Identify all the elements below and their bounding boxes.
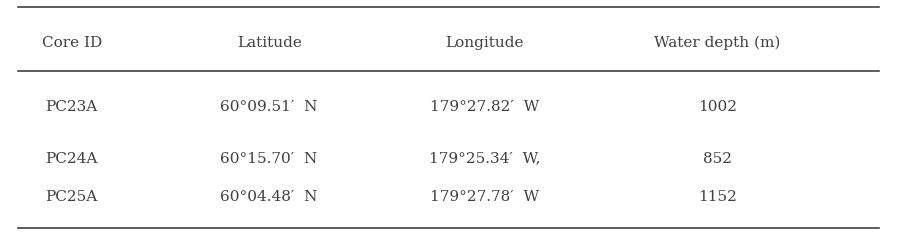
Text: 179°25.34′  W,: 179°25.34′ W, [429,152,540,166]
Text: PC25A: PC25A [46,190,98,204]
Text: 60°09.51′  N: 60°09.51′ N [221,100,318,114]
Text: 1002: 1002 [698,100,737,114]
Text: 852: 852 [703,152,732,166]
Text: Latitude: Latitude [237,36,301,50]
Text: 179°27.78′  W: 179°27.78′ W [430,190,539,204]
Text: 60°15.70′  N: 60°15.70′ N [221,152,318,166]
Text: 1152: 1152 [698,190,737,204]
Text: Core ID: Core ID [41,36,102,50]
Text: 179°27.82′  W: 179°27.82′ W [430,100,539,114]
Text: PC24A: PC24A [46,152,98,166]
Text: Water depth (m): Water depth (m) [655,36,780,50]
Text: 60°04.48′  N: 60°04.48′ N [221,190,318,204]
Text: Longitude: Longitude [445,36,524,50]
Text: PC23A: PC23A [46,100,98,114]
